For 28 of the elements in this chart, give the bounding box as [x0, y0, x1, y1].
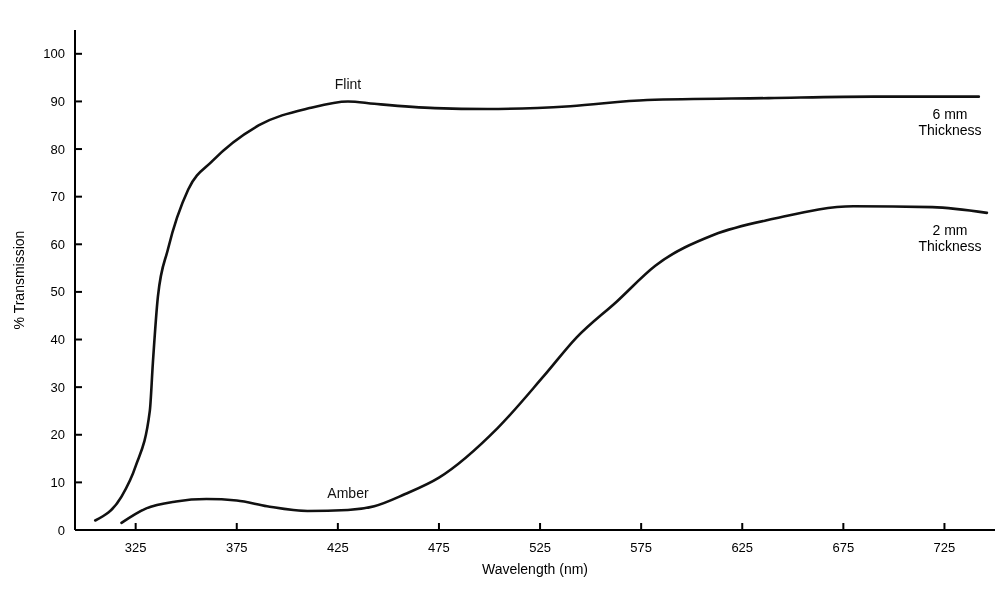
y-axis-title: % Transmission: [11, 230, 27, 330]
y-tick-label: 10: [50, 474, 65, 490]
annotation: 6 mm Thickness: [918, 105, 982, 138]
x-tick-label: 725: [933, 540, 956, 555]
x-axis-title: Wavelength (nm): [481, 561, 589, 577]
x-tick-label: 625: [731, 540, 754, 555]
line-series: [120, 204, 989, 525]
x-tick-label: 375: [225, 540, 248, 555]
x-tick-label: 525: [529, 540, 551, 555]
y-tick-label: 40: [50, 332, 65, 348]
x-tick-label: 575: [630, 540, 653, 555]
y-tick-label: 50: [50, 284, 65, 300]
y-tick-label: 70: [50, 189, 65, 205]
y-tick-label: 100: [43, 46, 65, 62]
y-tick-label: 30: [50, 379, 65, 395]
series-label: Flint: [334, 76, 362, 93]
x-tick-label: 425: [327, 540, 349, 555]
x-tick-label: 325: [124, 540, 147, 555]
line-series: [93, 95, 981, 522]
y-tick-label: 60: [50, 236, 65, 252]
y-tick-label: 20: [50, 427, 65, 443]
annotation: 2 mm Thickness: [918, 221, 982, 254]
y-tick-label: 90: [50, 93, 65, 109]
y-tick-label: 80: [50, 141, 65, 157]
series-label: Amber: [327, 485, 369, 501]
x-tick-label: 475: [428, 540, 450, 555]
x-tick-label: 675: [832, 540, 855, 555]
y-tick-label: 0: [57, 522, 65, 538]
